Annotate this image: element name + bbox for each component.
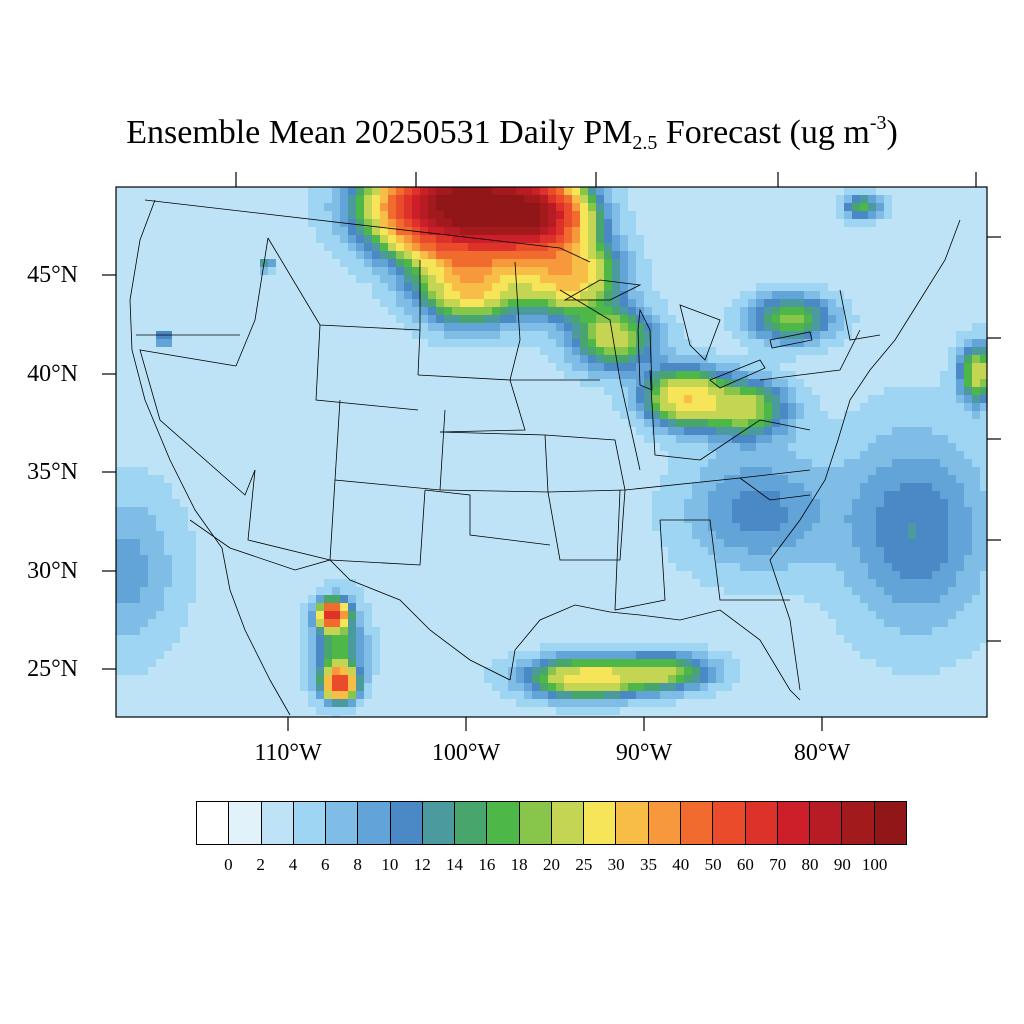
state-border-nv xyxy=(139,349,256,496)
colorbar-swatch xyxy=(390,802,423,844)
lon-label-90w: 90°W xyxy=(615,740,673,766)
colorbar-tick-label: 25 xyxy=(575,855,593,874)
colorbar-tick-label: 4 xyxy=(288,855,298,874)
pm25-field xyxy=(116,187,988,718)
lake-michigan xyxy=(637,308,653,391)
state-border-wi-il xyxy=(559,289,641,471)
mexico-border xyxy=(189,519,511,681)
lake-superior xyxy=(563,279,642,301)
colorbar-tick-label: 20 xyxy=(543,855,560,874)
map-frame xyxy=(115,186,988,718)
colorbar-tick-label: 6 xyxy=(321,855,330,874)
lat-label-25n: 25°N xyxy=(27,656,78,682)
colorbar-tick-label: 90 xyxy=(833,855,851,874)
colorbar-swatch xyxy=(842,802,875,844)
colorbar-tick-label: 10 xyxy=(381,855,399,874)
state-borders xyxy=(129,199,961,716)
state-border-ne-ks xyxy=(417,374,526,433)
lat-label-30n: 30°N xyxy=(27,558,78,584)
gulf-coast xyxy=(509,604,801,701)
colorbar-tick-label: 60 xyxy=(736,855,754,874)
lake-erie xyxy=(709,359,766,389)
state-border-in-oh xyxy=(649,369,701,461)
colorbar-tick-label: 18 xyxy=(510,855,528,874)
state-border-co-ut xyxy=(334,399,446,491)
lake-huron xyxy=(679,304,721,361)
state-border-pa-ny xyxy=(759,329,861,381)
state-border-az-nm xyxy=(247,469,336,561)
title-suffix: ) xyxy=(886,114,898,151)
colorbar-swatch xyxy=(777,802,811,844)
state-border-wy xyxy=(315,324,419,411)
state-border-sc-nc xyxy=(739,477,811,501)
east-coast xyxy=(769,219,961,691)
colorbar-tick-label: 0 xyxy=(224,855,233,874)
colorbar-swatch xyxy=(874,802,906,844)
state-border-nd-sd xyxy=(417,260,421,376)
lon-label-110w: 110°W xyxy=(254,740,322,766)
colorbar-swatch xyxy=(551,802,585,844)
colorbar-tick-label: 35 xyxy=(639,855,657,874)
colorbar-swatch xyxy=(197,802,230,844)
state-border-new-england xyxy=(839,289,881,341)
colorbar-tick-label: 14 xyxy=(446,855,464,874)
colorbar-tick-label: 100 xyxy=(861,855,888,874)
state-border-ok-tx xyxy=(424,489,551,546)
colorbar-swatch xyxy=(745,802,778,844)
state-border-va-wv xyxy=(699,419,811,461)
colorbar-tick-label: 2 xyxy=(256,855,265,874)
colorbar-swatch xyxy=(455,802,488,844)
lon-label-80w: 80°W xyxy=(793,740,851,766)
state-border-mo xyxy=(544,434,626,493)
colorbar-swatch xyxy=(422,802,456,844)
colorbar-swatch xyxy=(229,802,262,844)
colorbar-swatch xyxy=(261,802,294,844)
colorbar-swatch xyxy=(680,802,714,844)
colorbar-tick-label: 50 xyxy=(704,855,722,874)
map-ticks xyxy=(102,172,1001,731)
lat-label-35n: 35°N xyxy=(27,459,78,485)
map-title: Ensemble Mean 20250531 Daily PM2.5 Forec… xyxy=(0,112,1024,155)
colorbar-tick-label: 16 xyxy=(478,855,496,874)
state-border-ms-al xyxy=(614,489,666,611)
colorbar-swatch xyxy=(810,802,843,844)
colorbar-swatch xyxy=(487,802,520,844)
colorbar-tick-label: 40 xyxy=(672,855,690,874)
canada-border xyxy=(144,199,591,263)
colorbar xyxy=(196,801,907,845)
colorbar-swatch xyxy=(293,802,327,844)
state-border-ga-fl xyxy=(660,519,790,601)
colorbar-swatch xyxy=(648,802,681,844)
colorbar-labels: 0 2 4 6 8 10 12 14 16 18 20 25 30 35 40 50 60 70 80 90 100 xyxy=(196,855,907,879)
lake-ontario xyxy=(769,331,813,349)
title-superscript: -3 xyxy=(869,112,887,134)
state-border-ks-ok xyxy=(439,431,549,493)
state-border-nm-tx xyxy=(329,489,426,566)
state-border-mn-ia xyxy=(509,261,600,381)
colorbar-swatch xyxy=(713,802,746,844)
colorbar-tick-label: 80 xyxy=(801,855,819,874)
colorbar-tick-label: 12 xyxy=(413,855,431,874)
lat-label-45n: 45°N xyxy=(27,262,78,288)
colorbar-swatch xyxy=(326,802,359,844)
west-coast xyxy=(129,199,291,716)
lat-label-40n: 40°N xyxy=(27,361,78,387)
state-border-idaho xyxy=(235,237,269,367)
title-middle: Forecast (ug m xyxy=(657,114,870,151)
state-border-ar-la xyxy=(547,489,626,561)
colorbar-swatch xyxy=(358,802,391,844)
title-prefix: Ensemble Mean 20250531 Daily PM xyxy=(126,114,633,151)
colorbar-tick-label: 8 xyxy=(353,855,362,874)
colorbar-swatch xyxy=(519,802,552,844)
lon-label-100w: 100°W xyxy=(431,740,501,766)
colorbar-swatch xyxy=(584,802,617,844)
colorbar-tick-label: 70 xyxy=(769,855,787,874)
title-subscript: 2.5 xyxy=(632,132,658,154)
colorbar-swatch xyxy=(616,802,649,844)
colorbar-tick-label: 30 xyxy=(607,855,625,874)
